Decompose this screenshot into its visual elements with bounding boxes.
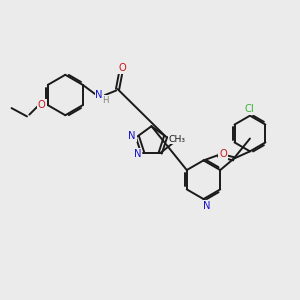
Text: N: N <box>95 90 103 100</box>
Text: H: H <box>102 96 109 105</box>
Text: O: O <box>219 149 227 159</box>
Text: N: N <box>134 149 141 159</box>
Text: CH₃: CH₃ <box>168 135 185 144</box>
Text: O: O <box>38 100 46 110</box>
Text: N: N <box>128 131 136 141</box>
Text: O: O <box>118 63 126 73</box>
Text: N: N <box>203 201 211 211</box>
Text: Cl: Cl <box>244 104 254 114</box>
